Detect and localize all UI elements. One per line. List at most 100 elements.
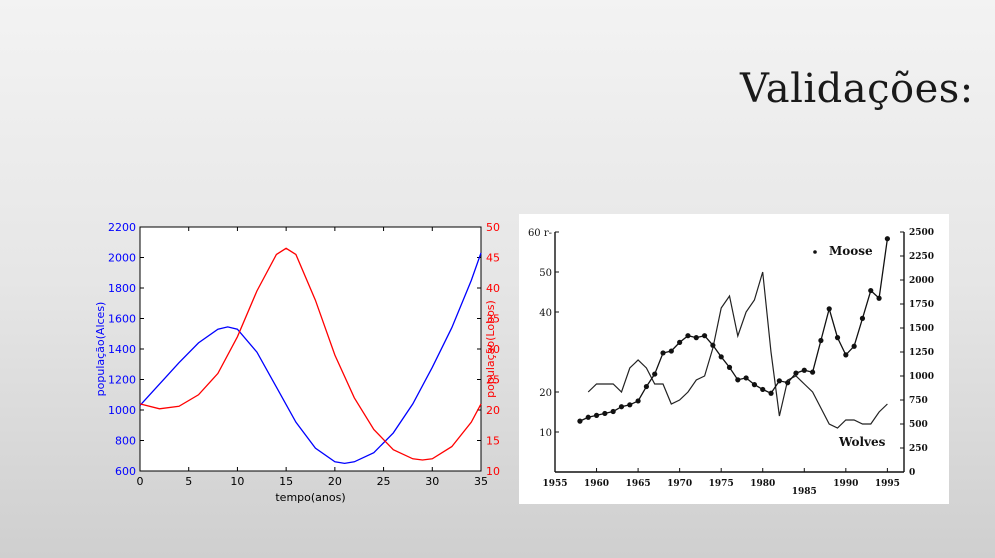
moose-point bbox=[776, 378, 782, 384]
y-left-tick-label: 1400 bbox=[108, 343, 136, 356]
x-tick-label: 15 bbox=[279, 475, 293, 488]
y-right-tick-label: 10 bbox=[486, 465, 500, 478]
moose-point bbox=[868, 287, 874, 294]
y-left-axis-label: população(Alces) bbox=[94, 302, 107, 397]
moose-point bbox=[793, 370, 799, 376]
y-left-tick-label: 60 r- bbox=[528, 228, 552, 239]
moose-point bbox=[843, 352, 849, 358]
moose-point bbox=[710, 342, 716, 348]
y-right-tick-label: 50 bbox=[486, 221, 500, 234]
legend-moose-marker bbox=[813, 250, 817, 254]
y-right-tick-label: 2250 bbox=[909, 252, 934, 262]
series-line-wolves bbox=[587, 271, 888, 429]
y-right-tick-label: 20 bbox=[486, 404, 500, 417]
moose-point bbox=[668, 348, 674, 354]
moose-point bbox=[809, 369, 816, 375]
x-tick-label: 1975 bbox=[709, 479, 734, 489]
moose-point bbox=[718, 354, 724, 360]
moose-point bbox=[593, 412, 600, 418]
y-right-tick-label: 25 bbox=[486, 374, 500, 387]
moose-point bbox=[577, 418, 583, 424]
moose-point bbox=[685, 333, 691, 339]
x-tick-label: 35 bbox=[474, 475, 488, 488]
moose-point bbox=[876, 295, 882, 301]
moose-point bbox=[618, 404, 625, 410]
moose-point bbox=[859, 315, 866, 321]
y-right-axis-label: população(Lobos) bbox=[484, 300, 497, 398]
y-left-tick-label: 10 bbox=[539, 428, 552, 439]
x-tick-label: 1985 bbox=[792, 487, 817, 497]
y-left-tick-label: 20 bbox=[539, 388, 552, 399]
moose-point bbox=[693, 335, 699, 341]
wolves-annotation: Wolves bbox=[838, 435, 886, 449]
y-left-tick-label: 1200 bbox=[108, 374, 136, 387]
moose-point bbox=[602, 410, 608, 417]
y-right-tick-label: 250 bbox=[909, 444, 928, 454]
y-right-tick-label: 500 bbox=[909, 420, 928, 430]
x-tick-label: 1960 bbox=[584, 479, 609, 489]
moose-point bbox=[652, 371, 658, 377]
moose-point bbox=[735, 377, 741, 383]
moose-point bbox=[627, 402, 633, 408]
plot-area bbox=[139, 226, 482, 472]
x-tick-label: 1990 bbox=[833, 479, 858, 489]
moose-point bbox=[726, 364, 733, 370]
y-right-tick-label: 30 bbox=[486, 343, 500, 356]
y-right-tick-label: 0 bbox=[909, 468, 915, 478]
x-tick-label: 20 bbox=[328, 475, 342, 488]
y-right-tick-label: 40 bbox=[486, 282, 500, 295]
slide-title: Validações: bbox=[740, 66, 974, 112]
series-line-lobos bbox=[139, 247, 482, 461]
moose-point bbox=[743, 375, 749, 381]
moose-point bbox=[884, 236, 890, 242]
y-right-tick-label: 15 bbox=[486, 435, 500, 448]
x-tick-label: 1955 bbox=[542, 479, 567, 489]
x-tick-label: 1980 bbox=[750, 479, 775, 489]
series-line-alces bbox=[139, 252, 482, 465]
x-tick-label: 5 bbox=[185, 475, 192, 488]
x-tick-label: 10 bbox=[230, 475, 244, 488]
moose-point bbox=[660, 350, 666, 356]
y-left-tick-label: 600 bbox=[115, 465, 136, 478]
moose-point bbox=[851, 343, 857, 349]
moose-point bbox=[826, 306, 832, 312]
y-right-tick-label: 35 bbox=[486, 313, 500, 326]
moose-annotation: Moose bbox=[829, 244, 873, 258]
moose-point bbox=[834, 335, 841, 341]
moose-point bbox=[818, 337, 824, 344]
observed-chart: 1955 1960 1965 1970 1975 1980 1985 1990 1995 10 20… bbox=[519, 214, 949, 504]
y-right-tick-label: 45 bbox=[486, 252, 500, 265]
x-tick-label: 1965 bbox=[626, 479, 651, 489]
x-tick-label: 0 bbox=[137, 475, 144, 488]
y-left-tick-label: 800 bbox=[115, 435, 136, 448]
y-right-tick-label: 1250 bbox=[909, 348, 934, 358]
x-tick-label: 25 bbox=[377, 475, 391, 488]
y-right-tick-label: 750 bbox=[909, 396, 928, 406]
moose-point bbox=[751, 382, 758, 388]
y-left-tick-label: 1000 bbox=[108, 404, 136, 417]
y-right-tick-label: 1500 bbox=[909, 324, 934, 334]
y-left-tick-label: 2200 bbox=[108, 221, 136, 234]
series-line-moose bbox=[579, 238, 889, 422]
moose-point bbox=[635, 398, 641, 404]
moose-point bbox=[768, 390, 774, 396]
moose-point bbox=[585, 414, 591, 420]
moose-point bbox=[610, 408, 616, 415]
y-left-tick-label: 2000 bbox=[108, 252, 136, 265]
moose-point bbox=[643, 383, 650, 390]
x-tick-label: 1995 bbox=[875, 479, 900, 489]
y-right-tick-label: 1000 bbox=[909, 372, 934, 382]
y-right-tick-label: 2000 bbox=[909, 276, 934, 286]
x-tick-label: 30 bbox=[425, 475, 439, 488]
y-left-tick-label: 1600 bbox=[108, 313, 136, 326]
x-axis-label: tempo(anos) bbox=[275, 491, 345, 504]
y-left-tick-label: 40 bbox=[539, 308, 552, 319]
moose-point bbox=[801, 367, 807, 373]
x-tick-label: 1970 bbox=[667, 479, 692, 489]
y-left-tick-label: 1800 bbox=[108, 282, 136, 295]
y-left-tick-label: 50 bbox=[539, 268, 552, 279]
model-chart: 0 5 10 15 20 25 30 35 600 800 1000 1200 1400 1600 1800… bbox=[94, 221, 500, 504]
y-right-tick-label: 2500 bbox=[909, 228, 934, 238]
moose-point bbox=[785, 380, 791, 386]
moose-point bbox=[701, 333, 708, 339]
